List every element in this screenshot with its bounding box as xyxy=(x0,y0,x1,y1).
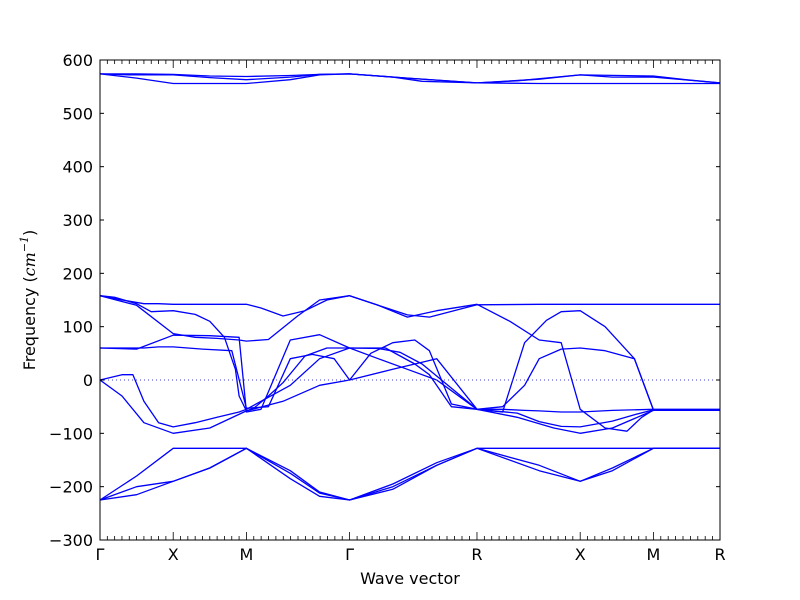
phonon-branch-line xyxy=(99,447,720,501)
y-axis-label: Frequency (cm−1) xyxy=(18,230,39,371)
y-tick-label: 0 xyxy=(83,371,93,390)
y-tick-label: 600 xyxy=(62,51,93,70)
plot-frame xyxy=(99,59,721,541)
y-axis-label-exponent: −1 xyxy=(18,236,31,252)
phonon-branch-line xyxy=(100,339,720,413)
phonon-branch-line xyxy=(99,295,720,428)
y-axis-label-close: ) xyxy=(20,230,39,236)
y-tick-label: 400 xyxy=(62,158,93,177)
y-axis-label-text: Frequency ( xyxy=(20,276,39,370)
y-tick-label: −200 xyxy=(49,478,93,497)
plot-area xyxy=(99,73,721,501)
x-tick-label: X xyxy=(168,545,179,564)
y-axis-label-unit: cm xyxy=(20,252,39,276)
phonon-branch-line xyxy=(99,347,720,428)
x-tick-label: X xyxy=(575,545,586,564)
y-tick-label: 500 xyxy=(62,104,93,123)
x-tick-label: M xyxy=(239,545,253,564)
x-tick-label: Γ xyxy=(96,545,105,564)
x-tick-label: M xyxy=(646,545,660,564)
x-tick-label: R xyxy=(714,545,725,564)
y-tick-label: 200 xyxy=(62,264,93,283)
x-axis-label: Wave vector xyxy=(360,569,460,588)
y-tick-label: 300 xyxy=(62,211,93,230)
phonon-branch-line xyxy=(99,358,720,434)
phonon-branch-line xyxy=(99,310,720,413)
phonon-branch-line xyxy=(99,73,720,85)
x-tick-label: R xyxy=(471,545,482,564)
y-axis: −300 −200 −100 0 100 200 300 400 500 600 xyxy=(49,51,720,550)
y-tick-label: 100 xyxy=(62,318,93,337)
y-tick-label: −100 xyxy=(49,424,93,443)
phonon-branch-line xyxy=(99,295,720,432)
x-tick-label: Γ xyxy=(345,545,354,564)
phonon-branch-line xyxy=(99,447,720,501)
y-tick-label: −300 xyxy=(49,531,93,550)
series-layer xyxy=(99,73,721,501)
